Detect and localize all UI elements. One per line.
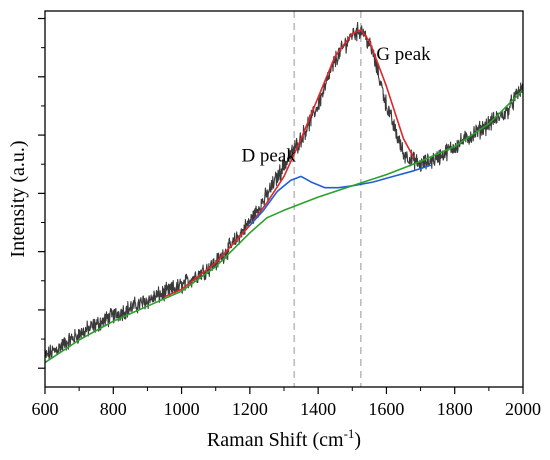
series-line-fit-total (164, 29, 415, 298)
plot-layer (44, 11, 524, 387)
series-line-raw (44, 21, 524, 361)
x-axis-label-close: ) (354, 429, 361, 451)
series-line-baseline (44, 89, 524, 364)
series-line-fit-component (249, 164, 432, 226)
x-tick-label-0: 600 (32, 399, 59, 419)
x-tick-label-5: 1600 (368, 399, 404, 419)
x-axis-label: Raman Shift (cm-1) (207, 426, 361, 451)
x-tick-label-4: 1400 (300, 399, 336, 419)
x-tick-label-6: 1800 (437, 399, 473, 419)
annotation-0: D peak (241, 145, 296, 166)
x-tick-label-1: 800 (100, 399, 127, 419)
annotation-1: G peak (376, 44, 431, 65)
plot-frame (44, 10, 524, 388)
x-tick-label-7: 2000 (505, 399, 541, 419)
axis-layer: 600 800 1000 1200 1400 1600 1800 2000 D peak G pe… (32, 17, 541, 419)
x-axis-label-superscript: -1 (344, 426, 355, 441)
x-tick-label-2: 1000 (164, 399, 200, 419)
x-tick-label-3: 1200 (232, 399, 268, 419)
y-axis-label: Intensity (a.u.) (7, 140, 29, 257)
